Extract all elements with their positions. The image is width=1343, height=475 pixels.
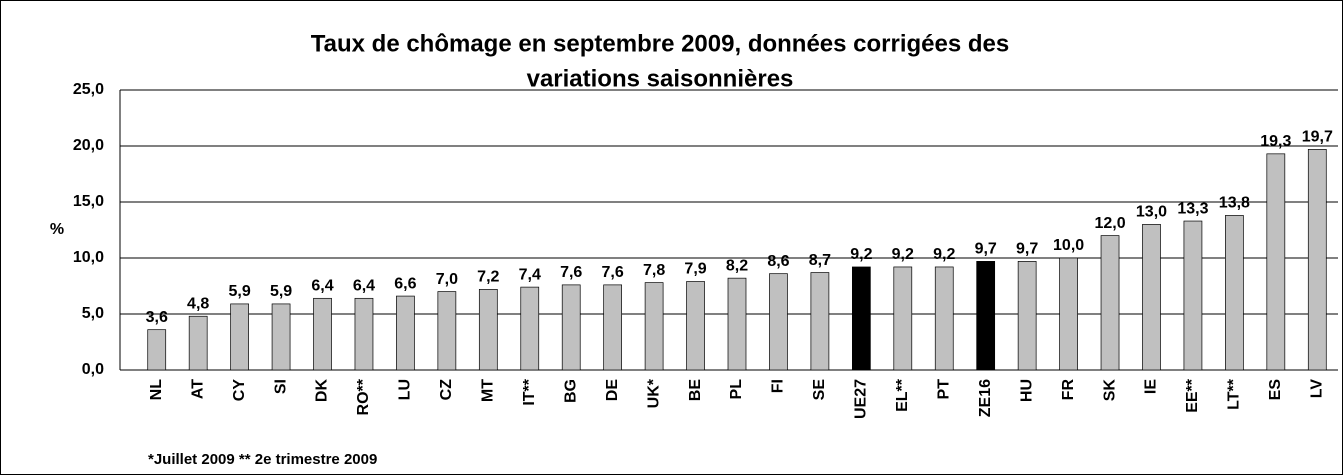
data-label: 4,8 — [187, 295, 209, 312]
bar — [354, 297, 374, 371]
y-tick-label: 10,0 — [73, 249, 104, 266]
chart-title: Taux de chômage en septembre 2009, donné… — [311, 30, 1010, 57]
bar — [1266, 153, 1286, 371]
x-tick-label: EL** — [894, 378, 911, 412]
x-tick-label: NL — [148, 379, 165, 401]
x-tick-label: PT — [935, 379, 952, 400]
data-label: 8,2 — [726, 257, 748, 274]
x-tick-label: IE — [1143, 379, 1160, 394]
x-tick-label: IT** — [521, 378, 538, 405]
x-tick-label: CZ — [438, 379, 455, 401]
data-label: 12,0 — [1094, 215, 1125, 232]
bar — [976, 261, 996, 371]
chart-title: variations saisonnières — [527, 65, 794, 92]
x-tick-label: ZE16 — [977, 379, 994, 417]
bar — [851, 266, 871, 371]
bar — [810, 272, 830, 371]
y-tick-label: 5,0 — [82, 305, 104, 322]
bar — [1183, 220, 1203, 371]
x-tick-label: FI — [770, 379, 787, 393]
x-tick-label: HU — [1018, 379, 1035, 402]
data-label: 9,7 — [1016, 241, 1038, 258]
data-label: 9,7 — [975, 241, 997, 258]
data-label: 9,2 — [933, 246, 955, 263]
data-label: 7,6 — [602, 264, 624, 281]
data-label: 7,4 — [519, 266, 541, 283]
bar — [1142, 224, 1161, 371]
data-label: 7,0 — [436, 271, 458, 288]
bar — [437, 291, 457, 371]
x-tick-label: AT — [189, 379, 206, 399]
data-label: 7,2 — [477, 269, 499, 286]
data-label: 3,6 — [146, 309, 168, 326]
bar — [188, 315, 208, 371]
data-label: 13,8 — [1219, 195, 1250, 212]
x-tick-label: CY — [231, 379, 248, 402]
bar — [230, 303, 249, 371]
x-tick-label: LV — [1308, 379, 1325, 399]
bar — [520, 286, 540, 371]
bar — [727, 277, 747, 371]
data-label: 5,9 — [228, 283, 250, 300]
data-label: 19,3 — [1260, 133, 1291, 150]
bar — [686, 281, 705, 371]
x-tick-label: BE — [687, 379, 704, 402]
data-label: 19,7 — [1302, 129, 1333, 146]
bar — [1100, 235, 1120, 371]
bar — [1059, 257, 1078, 371]
x-tick-label: LT** — [1226, 378, 1243, 410]
x-tick-label: PL — [728, 379, 745, 400]
data-label: 7,8 — [643, 262, 665, 279]
bar — [147, 329, 167, 371]
data-label: 5,9 — [270, 283, 292, 300]
y-tick-label: 15,0 — [73, 193, 104, 210]
bar — [396, 295, 415, 371]
bar — [478, 289, 498, 371]
x-tick-label: UK* — [645, 378, 662, 408]
bar — [271, 303, 291, 371]
x-tick-label: SK — [1101, 379, 1118, 402]
y-tick-label: 20,0 — [73, 137, 104, 154]
x-tick-label: MT — [480, 379, 497, 402]
x-tick-label: DE — [604, 379, 621, 402]
x-tick-label: RO** — [355, 378, 372, 415]
data-label: 6,6 — [394, 275, 416, 292]
data-label: 10,0 — [1053, 237, 1084, 254]
x-tick-label: FR — [1060, 379, 1077, 401]
y-axis-label: % — [50, 221, 64, 238]
data-label: 6,4 — [353, 278, 375, 295]
data-label: 7,6 — [560, 264, 582, 281]
x-tick-label: LU — [397, 379, 414, 400]
bar — [934, 266, 954, 371]
data-label: 6,4 — [311, 278, 333, 295]
x-tick-label: SE — [811, 379, 828, 401]
bar — [644, 282, 664, 371]
y-tick-label: 0,0 — [82, 361, 104, 378]
data-label: 7,9 — [684, 261, 706, 278]
data-label: 8,6 — [767, 253, 789, 270]
x-tick-label: UE27 — [853, 379, 870, 419]
data-label: 9,2 — [892, 246, 914, 263]
bar — [561, 284, 581, 371]
x-tick-label: EE** — [1184, 378, 1201, 413]
bar — [313, 297, 332, 371]
x-tick-label: ES — [1267, 379, 1284, 401]
x-tick-label: DK — [314, 379, 331, 403]
x-tick-label: BG — [562, 379, 579, 403]
data-label: 9,2 — [850, 246, 872, 263]
y-tick-label: 25,0 — [73, 81, 104, 98]
bar — [1225, 215, 1244, 371]
footnote: *Juillet 2009 ** 2e trimestre 2009 — [148, 451, 377, 468]
data-label: 13,3 — [1177, 200, 1208, 217]
data-label: 13,0 — [1136, 204, 1167, 221]
bar — [893, 266, 913, 371]
x-tick-label: SI — [272, 379, 289, 394]
bar — [1017, 261, 1037, 371]
data-label: 8,7 — [809, 252, 831, 269]
bar — [769, 273, 788, 371]
bar — [1307, 149, 1327, 371]
bar — [603, 284, 623, 371]
